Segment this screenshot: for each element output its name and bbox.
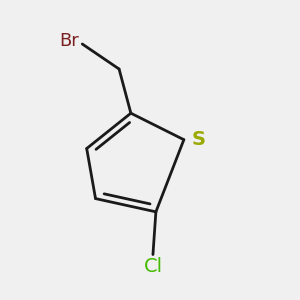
Text: S: S	[192, 130, 206, 149]
Text: Cl: Cl	[143, 257, 163, 277]
Text: Br: Br	[60, 32, 79, 50]
